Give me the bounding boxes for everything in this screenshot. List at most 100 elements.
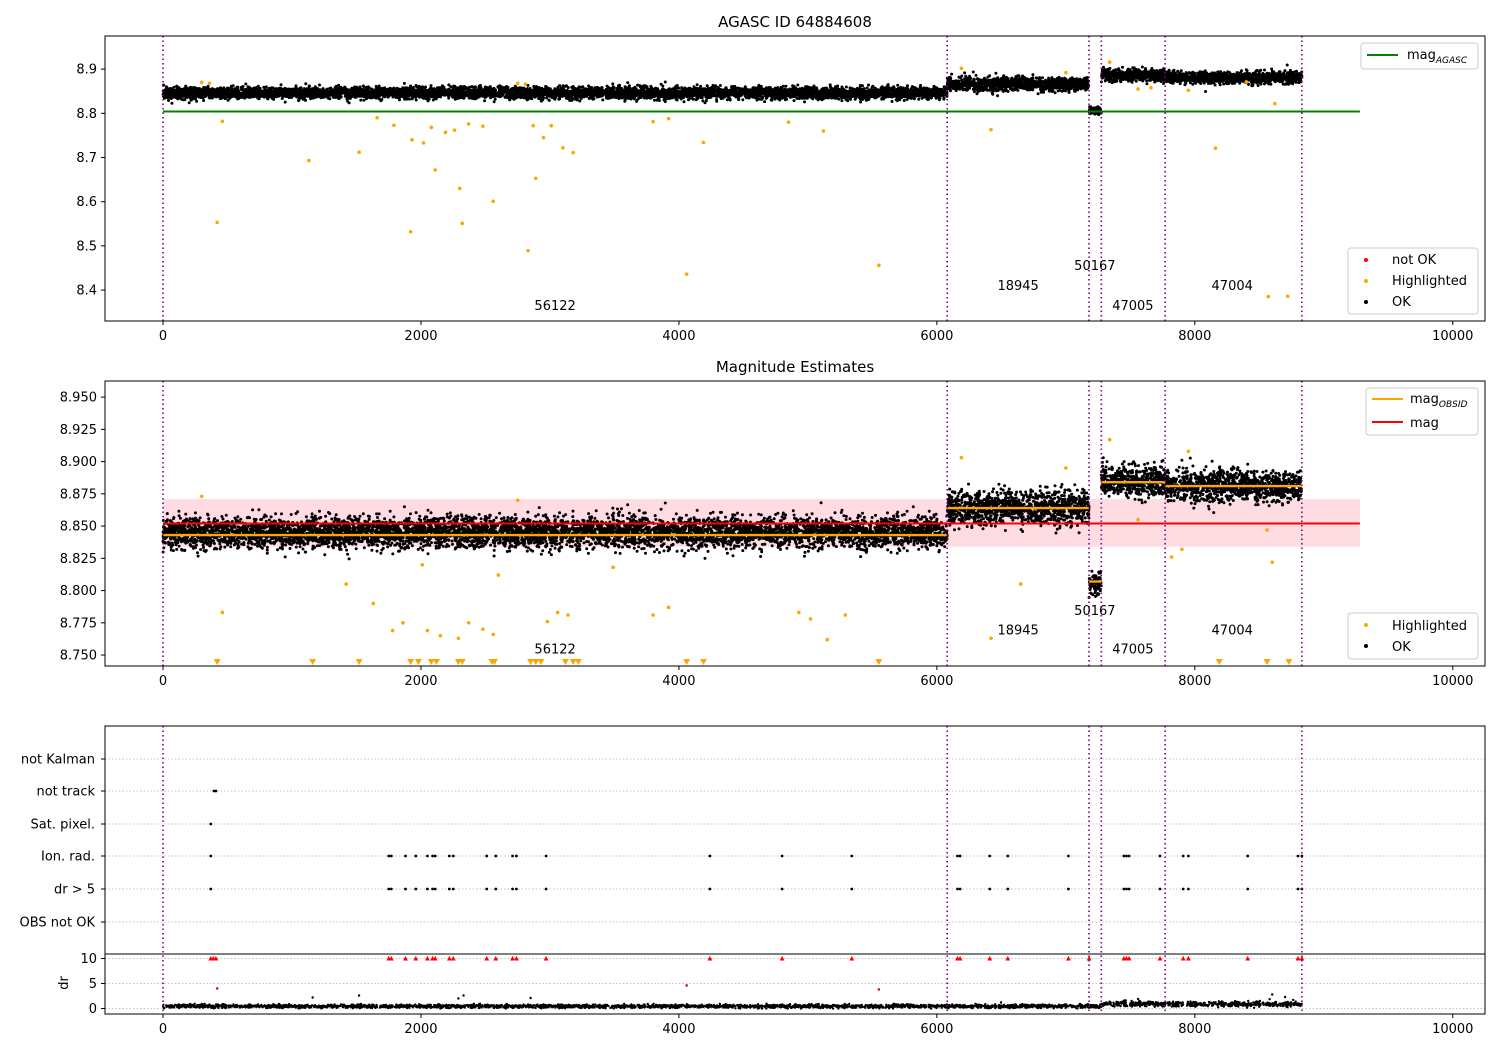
ok-point bbox=[377, 84, 381, 88]
panel-agasc: AGASC ID 64884608 5612218945501674700547… bbox=[76, 13, 1486, 344]
ok-point bbox=[508, 98, 512, 102]
ok-point bbox=[626, 81, 630, 85]
ok-point bbox=[427, 97, 431, 101]
ok-point bbox=[905, 98, 909, 101]
ok-point bbox=[545, 96, 549, 100]
ok-point bbox=[635, 98, 639, 102]
ok-point bbox=[896, 83, 900, 87]
ok-point bbox=[682, 100, 686, 104]
ok-point bbox=[275, 87, 278, 91]
ok-point bbox=[805, 88, 809, 92]
ok-point bbox=[815, 86, 819, 90]
ok-point bbox=[840, 99, 844, 103]
ok-point bbox=[659, 82, 663, 86]
ok-point bbox=[934, 96, 938, 100]
ok-point bbox=[302, 96, 306, 100]
ok-point bbox=[688, 89, 692, 93]
ok-point bbox=[404, 95, 408, 99]
ok-point bbox=[321, 87, 325, 91]
ok-point bbox=[374, 84, 378, 88]
ok-point bbox=[337, 83, 341, 87]
ok-point bbox=[577, 85, 581, 89]
ok-point bbox=[451, 95, 455, 99]
panel-1-title: AGASC ID 64884608 bbox=[718, 13, 872, 31]
ok-point bbox=[662, 98, 666, 102]
ok-point bbox=[366, 88, 370, 92]
ok-point bbox=[245, 90, 249, 94]
ok-point bbox=[271, 86, 275, 90]
ok-point bbox=[796, 83, 800, 87]
ok-point bbox=[859, 100, 863, 104]
ok-point bbox=[279, 87, 282, 91]
ok-point bbox=[195, 99, 199, 103]
ok-point bbox=[902, 99, 906, 102]
ok-point bbox=[409, 84, 412, 88]
ok-point bbox=[631, 88, 635, 92]
ok-point bbox=[226, 98, 230, 102]
ok-point bbox=[303, 98, 307, 102]
ok-point bbox=[784, 84, 788, 88]
ok-point bbox=[256, 84, 260, 88]
ok-point bbox=[380, 93, 383, 97]
ok-point bbox=[239, 85, 243, 89]
ok-point bbox=[547, 98, 551, 102]
ok-point bbox=[244, 82, 248, 86]
ok-point bbox=[861, 84, 864, 88]
ok-point bbox=[402, 81, 406, 85]
ok-point bbox=[601, 98, 605, 102]
ok-point bbox=[611, 82, 615, 86]
ok-point bbox=[849, 97, 853, 101]
ok-point bbox=[917, 97, 921, 101]
ok-point bbox=[279, 83, 283, 87]
ok-point bbox=[468, 85, 471, 89]
ok-point bbox=[417, 84, 421, 88]
ok-point bbox=[187, 101, 191, 105]
ok-point bbox=[474, 91, 478, 95]
ok-point bbox=[609, 95, 613, 99]
ok-point bbox=[865, 86, 869, 90]
ok-point bbox=[792, 99, 796, 103]
ok-point bbox=[235, 85, 239, 89]
ok-point bbox=[202, 99, 206, 102]
ok-point bbox=[361, 84, 365, 88]
ok-point bbox=[864, 98, 868, 102]
ok-point bbox=[667, 87, 671, 91]
ok-point bbox=[803, 100, 806, 104]
ok-point bbox=[170, 101, 174, 105]
ok-point bbox=[307, 84, 311, 88]
ok-point bbox=[791, 84, 795, 88]
ok-point bbox=[304, 82, 308, 86]
ok-point bbox=[556, 85, 560, 89]
ok-point bbox=[318, 83, 321, 87]
ok-point bbox=[447, 96, 451, 100]
ok-point bbox=[763, 87, 767, 91]
ok-point bbox=[513, 84, 517, 88]
ok-point bbox=[283, 100, 287, 104]
ok-point bbox=[253, 87, 257, 91]
ok-point bbox=[611, 85, 615, 89]
ok-point bbox=[301, 89, 305, 93]
ok-point bbox=[715, 98, 719, 101]
ok-point bbox=[359, 98, 363, 102]
ok-point bbox=[663, 80, 667, 84]
ok-point bbox=[695, 83, 699, 87]
ok-point bbox=[521, 88, 525, 91]
ok-point bbox=[653, 98, 656, 102]
ok-point bbox=[414, 98, 418, 102]
ok-point bbox=[853, 97, 857, 101]
ok-point bbox=[377, 97, 381, 101]
ok-point bbox=[844, 85, 848, 89]
ok-point bbox=[184, 84, 188, 88]
ok-point bbox=[414, 84, 418, 87]
ok-point bbox=[920, 96, 924, 100]
ok-point bbox=[837, 97, 841, 101]
ok-point bbox=[380, 98, 384, 101]
ok-point bbox=[307, 87, 311, 91]
ok-point bbox=[463, 86, 467, 90]
ok-point bbox=[725, 98, 729, 102]
ok-point bbox=[636, 83, 640, 87]
ok-point bbox=[167, 96, 171, 99]
